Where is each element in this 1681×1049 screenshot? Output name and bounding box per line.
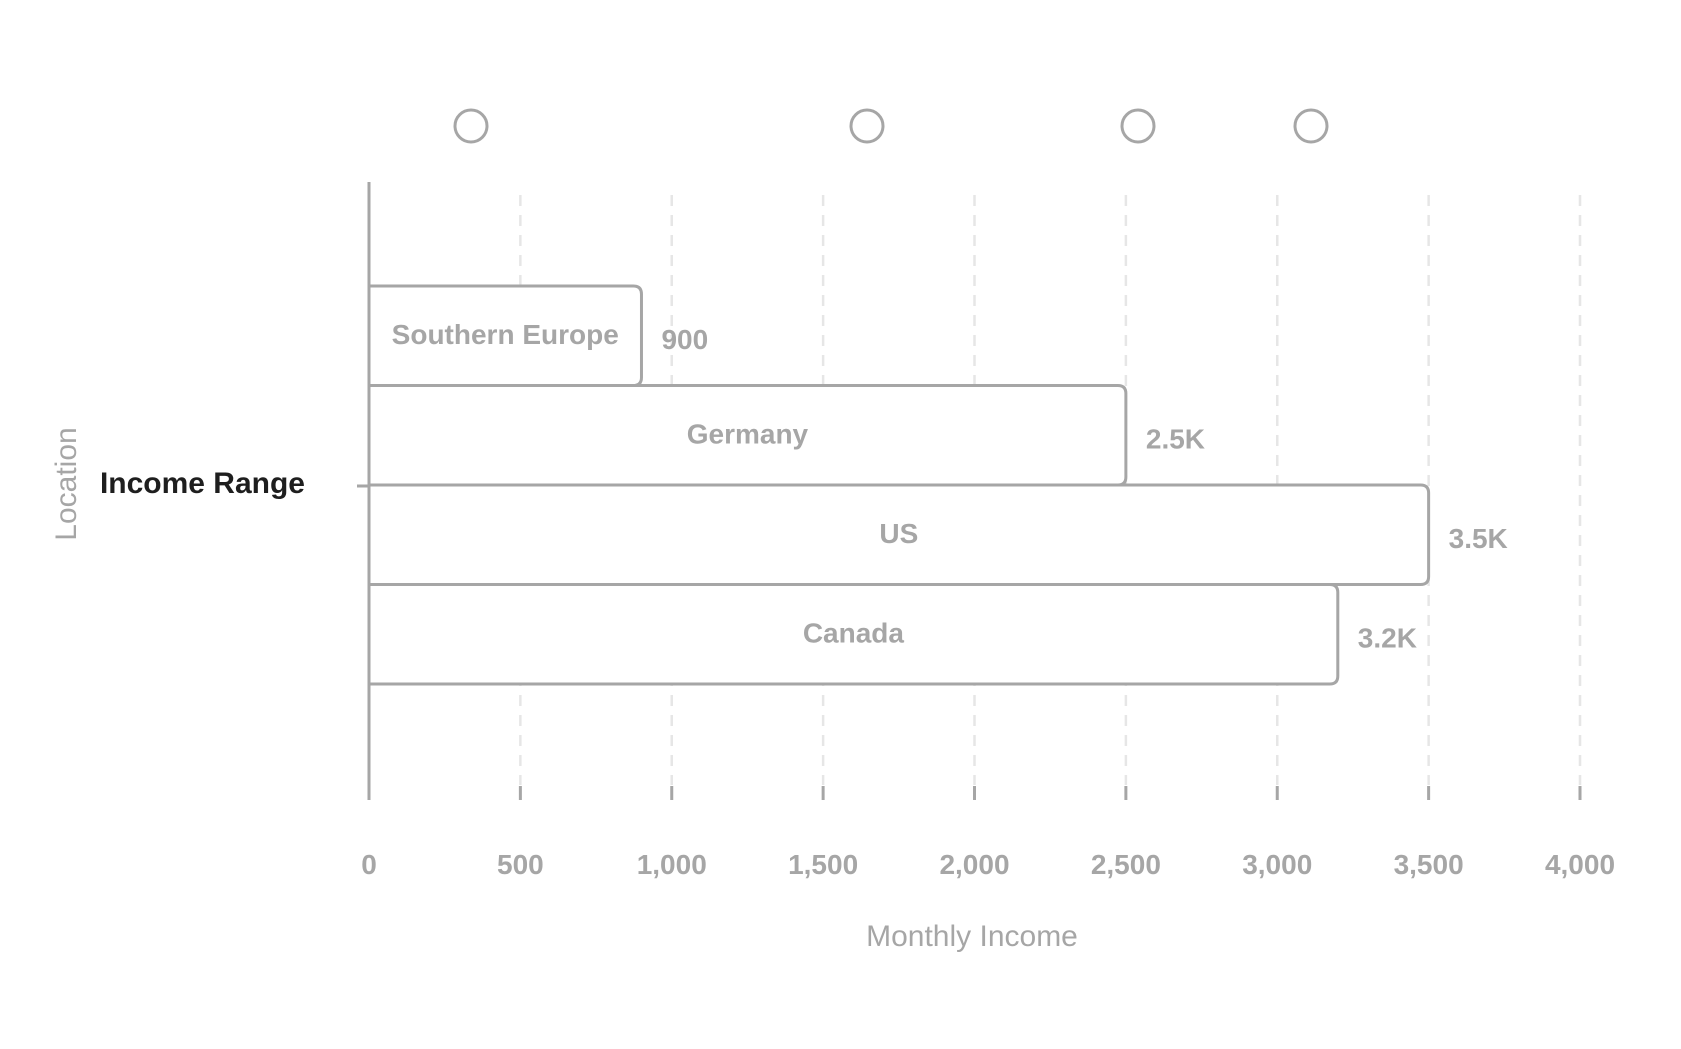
bars	[367, 284, 1431, 686]
axes	[357, 182, 1582, 800]
legend-marker[interactable]	[453, 108, 489, 144]
x-tick-label: 3,500	[1394, 849, 1464, 880]
bar-value-label: 3.5K	[1449, 523, 1508, 554]
y-axis-title: Location	[50, 427, 83, 540]
bar-value-label: 2.5K	[1146, 424, 1205, 455]
x-tick-label: 0	[361, 849, 377, 880]
bar-us[interactable]	[367, 483, 1431, 586]
x-tick-label: 500	[497, 849, 544, 880]
x-tick-label: 3,000	[1242, 849, 1312, 880]
bar-name-label: Canada	[803, 618, 905, 649]
bar-value-label: 3.2K	[1358, 623, 1417, 654]
category-label: Income Range	[100, 467, 305, 500]
x-axis-title: Monthly Income	[866, 920, 1078, 953]
bar-value-label: 900	[661, 324, 708, 355]
legend-marker[interactable]	[849, 108, 885, 144]
bar-canada[interactable]	[367, 583, 1340, 686]
x-tick-label: 4,000	[1545, 849, 1615, 880]
legend-marker[interactable]	[1120, 108, 1156, 144]
legend-marker[interactable]	[1293, 108, 1329, 144]
bar-name-label: Germany	[687, 419, 809, 450]
x-tick-label: 2,500	[1091, 849, 1161, 880]
legend[interactable]	[453, 108, 1329, 144]
labels: 0 500 1,000 1,500 2,000 2,500 3,000 3,500 4,000 S…	[361, 319, 1615, 880]
bar-name-label: Southern Europe	[392, 319, 619, 350]
x-tick-label: 1,000	[637, 849, 707, 880]
x-tick-label: 1,500	[788, 849, 858, 880]
x-tick-label: 2,000	[939, 849, 1009, 880]
bar-name-label: US	[879, 518, 918, 549]
